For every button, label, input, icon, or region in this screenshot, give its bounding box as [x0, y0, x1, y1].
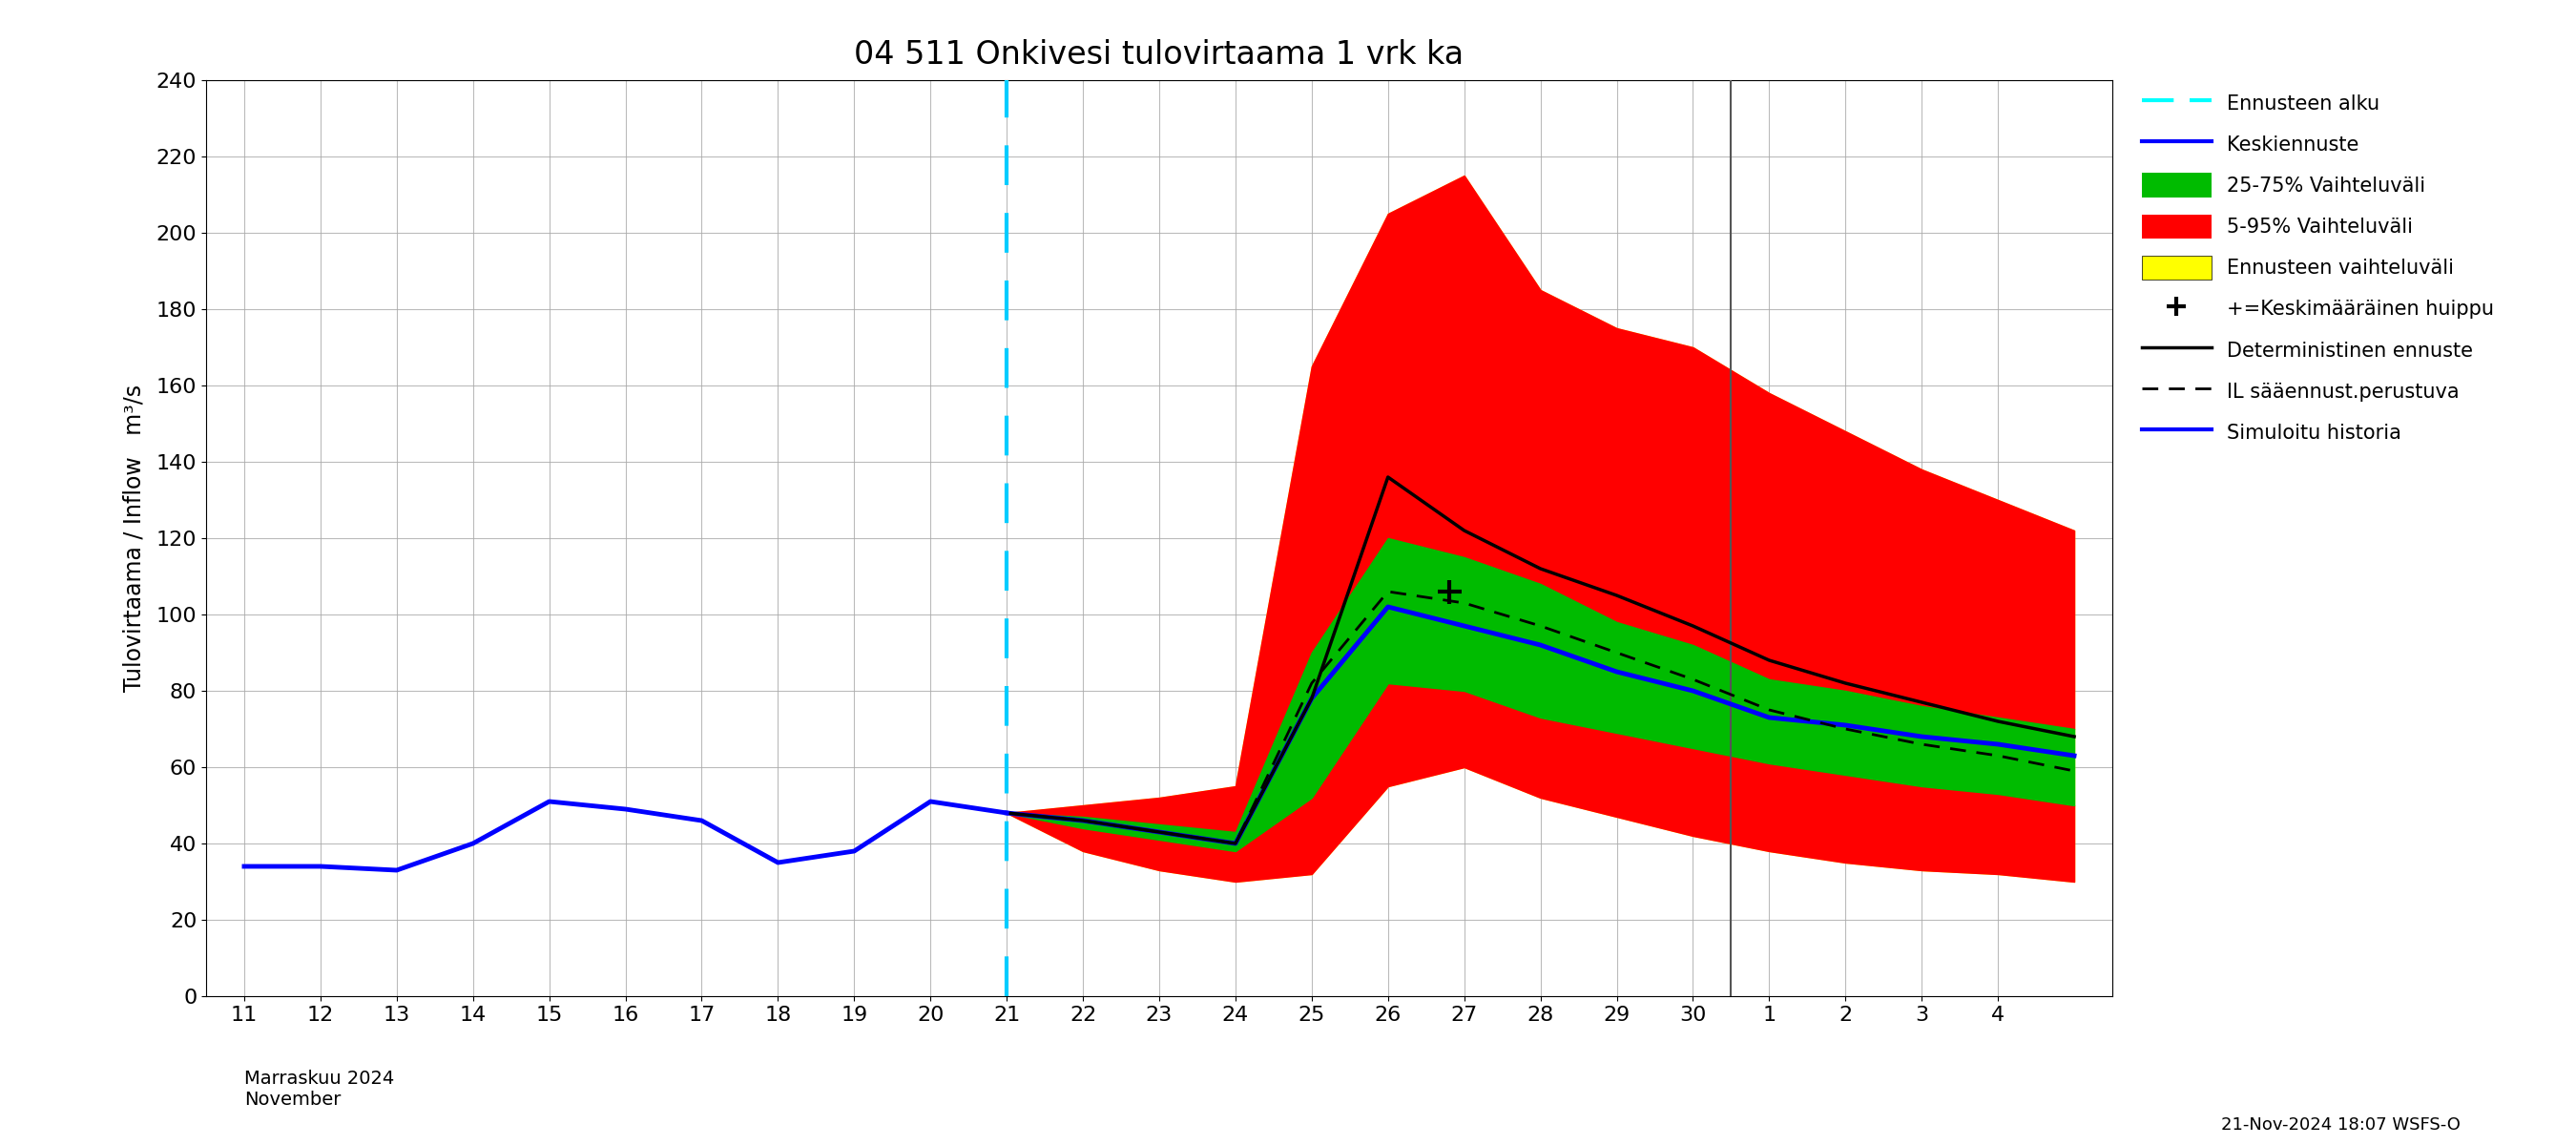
Title: 04 511 Onkivesi tulovirtaama 1 vrk ka: 04 511 Onkivesi tulovirtaama 1 vrk ka [855, 39, 1463, 71]
Legend: Ennusteen alku, Keskiennuste, 25-75% Vaihteluväli, 5-95% Vaihteluväli, Ennusteen: Ennusteen alku, Keskiennuste, 25-75% Vai… [2133, 81, 2504, 455]
Y-axis label: Tulovirtaama / Inflow   m³/s: Tulovirtaama / Inflow m³/s [124, 385, 144, 692]
Text: 21-Nov-2024 18:07 WSFS-O: 21-Nov-2024 18:07 WSFS-O [2221, 1116, 2460, 1134]
Text: Marraskuu 2024
November: Marraskuu 2024 November [245, 1069, 394, 1108]
